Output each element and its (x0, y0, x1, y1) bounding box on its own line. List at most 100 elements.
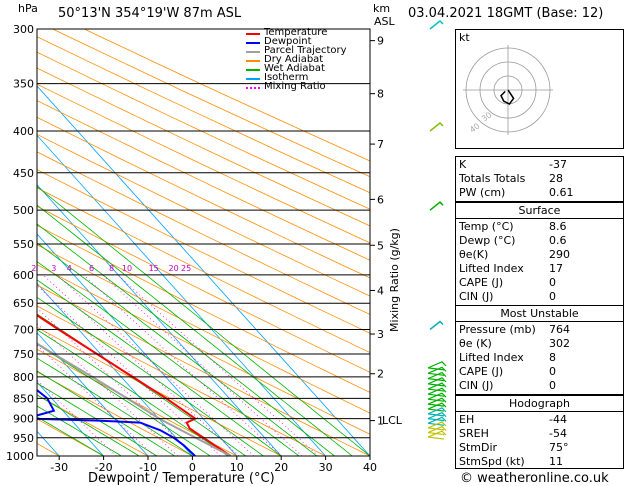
plot-area (37, 29, 370, 456)
hodograph-value: 75° (549, 441, 569, 454)
legend-item: Parcel Trajectory (244, 45, 372, 56)
hodograph-kt-label: kt (459, 31, 470, 44)
isotherm (37, 134, 327, 456)
pressure-tick-label: 850 (13, 392, 34, 405)
legend-label: Parcel Trajectory (264, 45, 347, 56)
x-tick-label: -30 (50, 461, 68, 474)
unstable-value: 0 (549, 379, 556, 392)
wind-barb (427, 430, 447, 440)
km-label: km (373, 2, 391, 15)
pressure-tick-label: 450 (13, 167, 34, 180)
wet-adiabat (37, 382, 158, 456)
legend-label: Dewpoint (264, 36, 312, 47)
pressure-tick-label: 950 (13, 432, 34, 445)
dry-adiabat (37, 100, 370, 261)
hodograph-label: StmDir (459, 441, 498, 454)
hpa-axis-label: hPa (18, 2, 38, 15)
wet-adiabat (37, 296, 264, 456)
pressure-tick-label: 800 (13, 371, 34, 384)
mixing-ratio-label: 10 (122, 264, 132, 273)
dry-adiabat (37, 244, 370, 414)
unstable-row: Pressure (mb) 764 (459, 323, 620, 337)
pressure-tick-label: 300 (13, 23, 34, 36)
unstable-label: Lifted Index (459, 351, 524, 364)
x-tick-label: 10 (230, 461, 244, 474)
dry-adiabat (37, 151, 370, 315)
most-unstable-panel: Most Unstable Pressure (mb) 764 θe (K) 302 L… (455, 305, 624, 395)
hodograph-row: StmSpd (kt) 11 (459, 455, 620, 469)
wet-adiabat (37, 223, 335, 456)
km-tick-label: 5 (377, 239, 384, 252)
isotherm (37, 85, 370, 456)
wet-adiabat (37, 357, 193, 456)
surface-row: CIN (J) 0 (459, 290, 620, 304)
mixing-ratio-label: 3 (51, 264, 56, 273)
mixing-ratio-line (102, 274, 303, 456)
wet-adiabat (37, 185, 370, 456)
surface-label: θe(K) (459, 248, 489, 261)
plot-frame (36, 28, 371, 457)
hodograph-label: SREH (459, 427, 489, 440)
hodograph-value: -44 (549, 413, 567, 426)
k-index-value: -37 (549, 158, 567, 171)
unstable-value: 0 (549, 365, 556, 378)
dry-adiabat (37, 116, 370, 279)
pressure-tick-label: 350 (13, 78, 34, 91)
legend-swatch (246, 42, 260, 44)
dry-adiabat (37, 224, 370, 393)
asl-label: ASL (374, 15, 395, 28)
unstable-row: Lifted Index 8 (459, 351, 620, 365)
x-tick-label: 0 (189, 461, 196, 474)
hodograph-trace (500, 89, 515, 105)
dry-adiabat (37, 326, 283, 456)
unstable-label: Pressure (mb) (459, 323, 536, 336)
surface-row: Temp (°C) 8.6 (459, 220, 620, 234)
pressure-tick-label: 600 (13, 269, 34, 282)
pw-label: PW (cm) (459, 186, 506, 199)
mixing-ratio-line (82, 274, 282, 456)
dry-adiabat (37, 83, 370, 244)
isotherm (37, 282, 193, 456)
unstable-label: CIN (J) (459, 379, 494, 392)
hodograph-label: EH (459, 413, 475, 426)
wet-adiabat (37, 313, 246, 456)
legend-item: Isotherm (244, 72, 372, 83)
indices-panel: K -37 Totals Totals 28 PW (cm) 0.61 (455, 156, 624, 202)
km-tick-label: 8 (377, 88, 384, 101)
surface-value: 17 (549, 262, 563, 275)
surface-value: 0.6 (549, 234, 567, 247)
mixing-ratio-label: 6 (89, 264, 94, 273)
km-tick-label: 6 (377, 193, 384, 206)
hodograph-table-title: Hodograph (509, 397, 570, 410)
isotherm (37, 332, 149, 456)
dry-adiabat (83, 29, 370, 162)
legend-item: Mixing Ratio (244, 81, 372, 92)
dry-adiabat (37, 51, 370, 210)
km-tick-label: 7 (377, 138, 384, 151)
dry-adiabat (37, 305, 327, 456)
unstable-value: 302 (549, 337, 570, 350)
hodograph-label: StmSpd (kt) (459, 455, 525, 468)
surface-label: Dewp (°C) (459, 234, 516, 247)
legend-item: Wet Adiabat (244, 63, 372, 74)
hodograph-value: 11 (549, 455, 563, 468)
wet-adiabat (37, 370, 175, 456)
wind-barb (427, 361, 447, 371)
legend-label: Mixing Ratio (264, 81, 326, 92)
unstable-label: θe (K) (459, 337, 492, 350)
hodograph-panel: kt 40 30 (455, 29, 624, 149)
legend: Temperature Dewpoint Parcel Trajectory Dry … (244, 27, 372, 93)
mixing-ratio-label: 25 (181, 264, 191, 273)
unstable-row: CAPE (J) 0 (459, 365, 620, 379)
wet-adiabat (37, 329, 229, 456)
dry-adiabat (37, 36, 370, 194)
hodograph-table: Hodograph EH -44 SREH -54 StmDir 75° StmSpd (k… (455, 395, 624, 469)
station-info: 50°13'N 354°19'W 87m ASL (58, 6, 242, 21)
wet-adiabat (37, 204, 353, 456)
pressure-tick-label: 650 (13, 297, 34, 310)
totals-label: Totals Totals (459, 172, 526, 185)
x-axis-label: Dewpoint / Temperature (°C) (88, 471, 275, 486)
pressure-tick-label: 700 (13, 324, 34, 337)
dry-adiabat (37, 371, 194, 456)
